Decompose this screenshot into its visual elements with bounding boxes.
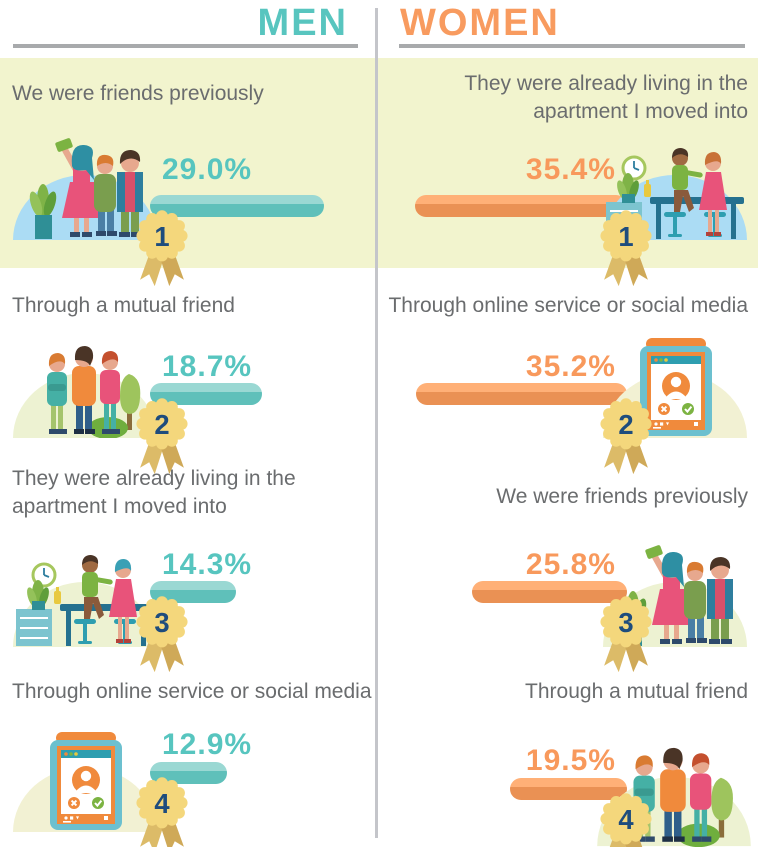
person-standing-icon xyxy=(109,559,137,643)
item-label: We were friends previously xyxy=(496,485,748,508)
women-item-2: Through online service or social media 3… xyxy=(380,268,758,475)
item-bar xyxy=(150,195,324,217)
women-item-4: Through a mutual friend 19.5% xyxy=(380,650,758,847)
rank-badge: 2 xyxy=(600,398,652,475)
app-footer-icon xyxy=(61,814,111,824)
friends-group-illustration xyxy=(10,316,160,438)
rank-badge: 3 xyxy=(600,596,652,673)
rank-number: 2 xyxy=(154,409,169,440)
item-label: Through a mutual friend xyxy=(12,294,235,317)
item-bar xyxy=(150,762,228,784)
rank-number: 3 xyxy=(154,607,169,638)
item-percent: 35.4% xyxy=(525,153,616,186)
plant-icon xyxy=(27,580,49,610)
women-header-rule xyxy=(399,44,745,48)
person-right-icon xyxy=(100,351,120,434)
item-label: Through online service or social media xyxy=(12,680,372,703)
person-right-icon xyxy=(707,557,733,644)
browser-bar-icon xyxy=(61,750,111,758)
bottle-cap xyxy=(646,180,649,186)
item-label: They were already living in the apartmen… xyxy=(12,467,296,518)
person-selfie-woman-icon xyxy=(645,545,692,644)
plant-icon xyxy=(29,184,57,239)
women-column-title: WOMEN xyxy=(400,2,560,44)
profile-avatar-icon xyxy=(72,766,100,794)
item-percent: 25.8% xyxy=(525,548,616,581)
item-percent: 12.9% xyxy=(162,728,253,761)
men-header-rule xyxy=(13,44,358,48)
tree-icon xyxy=(120,374,141,430)
rank-badge: 1 xyxy=(136,210,188,287)
rank-number: 1 xyxy=(154,221,169,252)
person-middle-icon xyxy=(684,561,707,643)
rank-badge: 3 xyxy=(136,596,188,673)
accept-button-icon xyxy=(682,403,694,415)
women-item-1: They were already living in the apartmen… xyxy=(380,58,758,287)
person-right-icon xyxy=(690,753,712,842)
reject-button-icon xyxy=(658,403,670,415)
kitchen-chat-icon xyxy=(603,148,747,240)
kitchen-chat-illustration xyxy=(600,118,750,240)
app-footer-icon xyxy=(651,420,701,430)
men-item-3: They were already living in the apartmen… xyxy=(0,455,378,673)
friends-group-icon xyxy=(13,346,157,438)
browser-bar-icon xyxy=(651,356,701,364)
person-sitting-icon xyxy=(82,555,113,619)
plant-icon xyxy=(617,173,639,203)
item-bar xyxy=(150,383,263,405)
item-bar xyxy=(415,383,627,405)
men-item-2: Through a mutual friend 18.7% xyxy=(0,268,378,475)
rank-badge: 4 xyxy=(600,793,652,847)
column-divider xyxy=(375,8,378,838)
rank-number: 2 xyxy=(618,409,633,440)
tablet-app-icon xyxy=(13,732,157,832)
rank-number: 1 xyxy=(618,221,633,252)
kitchen-chat-illustration xyxy=(10,525,160,647)
person-left-icon xyxy=(47,353,67,434)
person-sitting-icon xyxy=(672,148,703,212)
item-percent: 29.0% xyxy=(162,153,253,186)
person-middle-icon xyxy=(72,346,96,434)
item-label: Through online service or social media xyxy=(388,294,748,317)
men-item-1: We were friends previously 29.0% xyxy=(0,58,378,287)
item-percent: 18.7% xyxy=(162,350,253,383)
item-label: Through a mutual friend xyxy=(525,680,748,703)
person-middle-icon xyxy=(660,747,686,842)
bottle-icon xyxy=(54,591,61,604)
item-percent: 19.5% xyxy=(525,744,616,777)
rank-badge: 1 xyxy=(600,210,652,287)
kitchen-chat-icon xyxy=(13,555,157,647)
item-bar xyxy=(150,581,236,603)
tree-icon xyxy=(711,777,733,838)
profile-avatar-icon xyxy=(662,372,690,400)
person-standing-icon xyxy=(699,152,727,236)
reject-button-icon xyxy=(68,797,80,809)
men-column-title: MEN xyxy=(257,2,348,44)
women-item-3: We were friends previously 25.8% xyxy=(380,455,758,673)
item-label: They were already living in the apartmen… xyxy=(464,72,748,123)
item-bar xyxy=(414,195,627,217)
person-selfie-woman-icon xyxy=(55,138,102,237)
item-label: We were friends previously xyxy=(12,82,264,105)
friends-selfie-icon xyxy=(13,138,157,240)
friends-selfie-illustration xyxy=(10,118,160,240)
bottle-cap xyxy=(56,587,59,593)
person-right-icon xyxy=(117,150,143,237)
item-bar xyxy=(472,581,627,603)
accept-button-icon xyxy=(92,797,104,809)
item-percent: 35.2% xyxy=(525,350,616,383)
cabinet-icon xyxy=(16,609,52,646)
person-middle-icon xyxy=(94,154,117,236)
item-percent: 14.3% xyxy=(162,548,253,581)
tablet-app-illustration xyxy=(10,710,160,832)
rank-number: 4 xyxy=(154,788,170,819)
rank-number: 3 xyxy=(618,607,633,638)
item-bar xyxy=(510,778,627,800)
rank-number: 4 xyxy=(618,804,634,835)
bottle-icon xyxy=(644,184,651,197)
rank-badge: 4 xyxy=(136,777,188,847)
men-item-4: Through online service or social media 1… xyxy=(0,650,378,847)
rank-badge: 2 xyxy=(136,398,188,475)
